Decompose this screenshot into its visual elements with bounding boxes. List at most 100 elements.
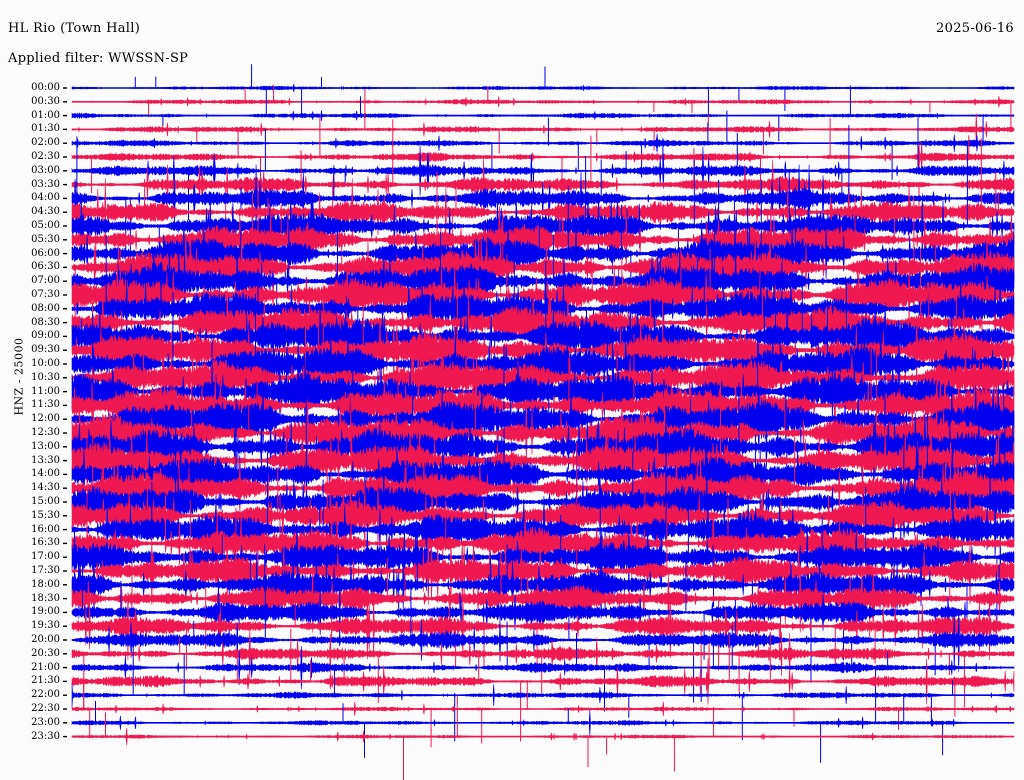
time-axis-label: 01:00 [31,109,60,121]
trace-row [71,727,1015,746]
time-axis-label: 18:30 [31,592,60,604]
trace-row [71,157,1015,212]
trace-row [71,330,1015,398]
time-axis-label: 16:00 [31,523,60,535]
time-axis-label: 08:30 [31,316,60,328]
time-axis-labels: 00:00 00:30 01:00 01:30 02:00 02:30 03:00 03:30… [0,78,60,778]
trace-row [71,302,1015,371]
time-axis-label: 00:00 [31,82,60,93]
page-title: HL Rio (Town Hall) [8,21,141,36]
time-axis-label: 12:30 [31,427,60,438]
trace-row [71,96,1015,108]
trace-row [71,110,1015,121]
trace-row [71,247,1015,316]
trace-row [71,658,1015,705]
applied-filter-label: Applied filter: WWSSN-SP [8,51,189,66]
time-axis-label: 02:00 [31,137,60,149]
trace-row [71,343,1015,412]
trace-row [71,385,1015,454]
time-axis-label: 04:00 [31,192,60,204]
trace-row [71,454,1015,523]
trace-row [71,261,1015,329]
trace-row [71,481,1015,550]
trace-row [71,495,1015,564]
trace-row [71,550,1015,619]
plot-date: 2025-06-16 [936,21,1014,36]
trace-row [71,627,1015,680]
time-axis-label: 21:30 [31,675,60,687]
time-axis-label: 15:00 [31,496,60,507]
time-axis-label: 17:00 [31,551,60,563]
time-axis-label: 09:30 [31,344,60,356]
trace-row [71,316,1015,385]
trace-row [71,426,1015,495]
trace-row [71,683,1015,708]
trace-row [71,523,1015,592]
trace-row [71,219,1015,288]
time-axis-label: 06:30 [31,261,60,273]
trace-row [71,178,1015,247]
time-axis-label: 10:00 [31,358,60,369]
time-axis-label: 13:30 [31,454,60,466]
trace-row [71,709,1015,736]
trace-row [71,145,1015,196]
time-axis-label: 23:00 [31,716,60,728]
time-axis-label: 20:00 [31,634,60,645]
time-axis-label: 00:30 [31,95,60,107]
trace-row [71,399,1015,467]
trace-row [71,164,1015,233]
trace-row [71,205,1015,274]
trace-row [71,192,1015,260]
time-axis-label: 05:00 [31,220,60,231]
time-axis-label: 19:00 [31,606,60,618]
time-axis-label: 07:30 [31,289,60,300]
time-axis-label: 13:00 [31,440,60,452]
time-axis-label: 03:30 [31,178,60,190]
time-axis-label: 20:30 [31,647,60,659]
trace-row [71,564,1015,633]
trace-row [71,468,1015,536]
time-axis-label: 15:30 [31,509,60,521]
time-axis-label: 14:00 [31,468,60,480]
time-axis-label: 19:30 [31,620,60,632]
trace-row [71,233,1015,302]
trace-row [71,578,1015,647]
time-axis-label: 01:30 [31,123,60,135]
trace-row [71,357,1015,426]
trace-row [71,701,1015,717]
trace-row [71,133,1015,153]
time-axis-label: 11:30 [31,399,60,411]
trace-row [71,274,1015,343]
trace-row [71,412,1015,481]
time-axis-label: 02:30 [31,151,60,162]
time-axis-label: 06:00 [31,247,60,259]
trace-row [71,113,1015,146]
trace-row [71,371,1015,440]
trace-row [71,537,1015,605]
time-axis-label: 04:30 [31,206,60,218]
time-axis-label: 09:00 [31,330,60,342]
time-axis-label: 05:30 [31,233,60,245]
trace-row [71,592,1015,661]
trace-row [71,142,1015,172]
time-axis-label: 11:00 [31,385,60,397]
time-axis-label: 22:00 [31,689,60,701]
time-axis-label: 07:00 [31,275,60,287]
time-axis-label: 14:30 [31,482,60,494]
time-axis-label: 12:00 [31,413,60,425]
time-axis-label: 21:00 [31,661,60,673]
trace-row [71,646,1015,690]
trace-row [71,509,1015,578]
time-axis-label: 22:30 [31,703,60,714]
trace-row [71,83,1015,93]
time-axis-label: 17:30 [31,565,60,576]
time-axis-label: 03:00 [31,164,60,176]
trace-row [71,288,1015,357]
time-axis-label: 08:00 [31,302,60,314]
time-axis-label: 18:00 [31,578,60,590]
time-axis-label: 23:30 [31,730,60,742]
time-axis-label: 16:30 [31,537,60,549]
trace-row [71,440,1015,509]
